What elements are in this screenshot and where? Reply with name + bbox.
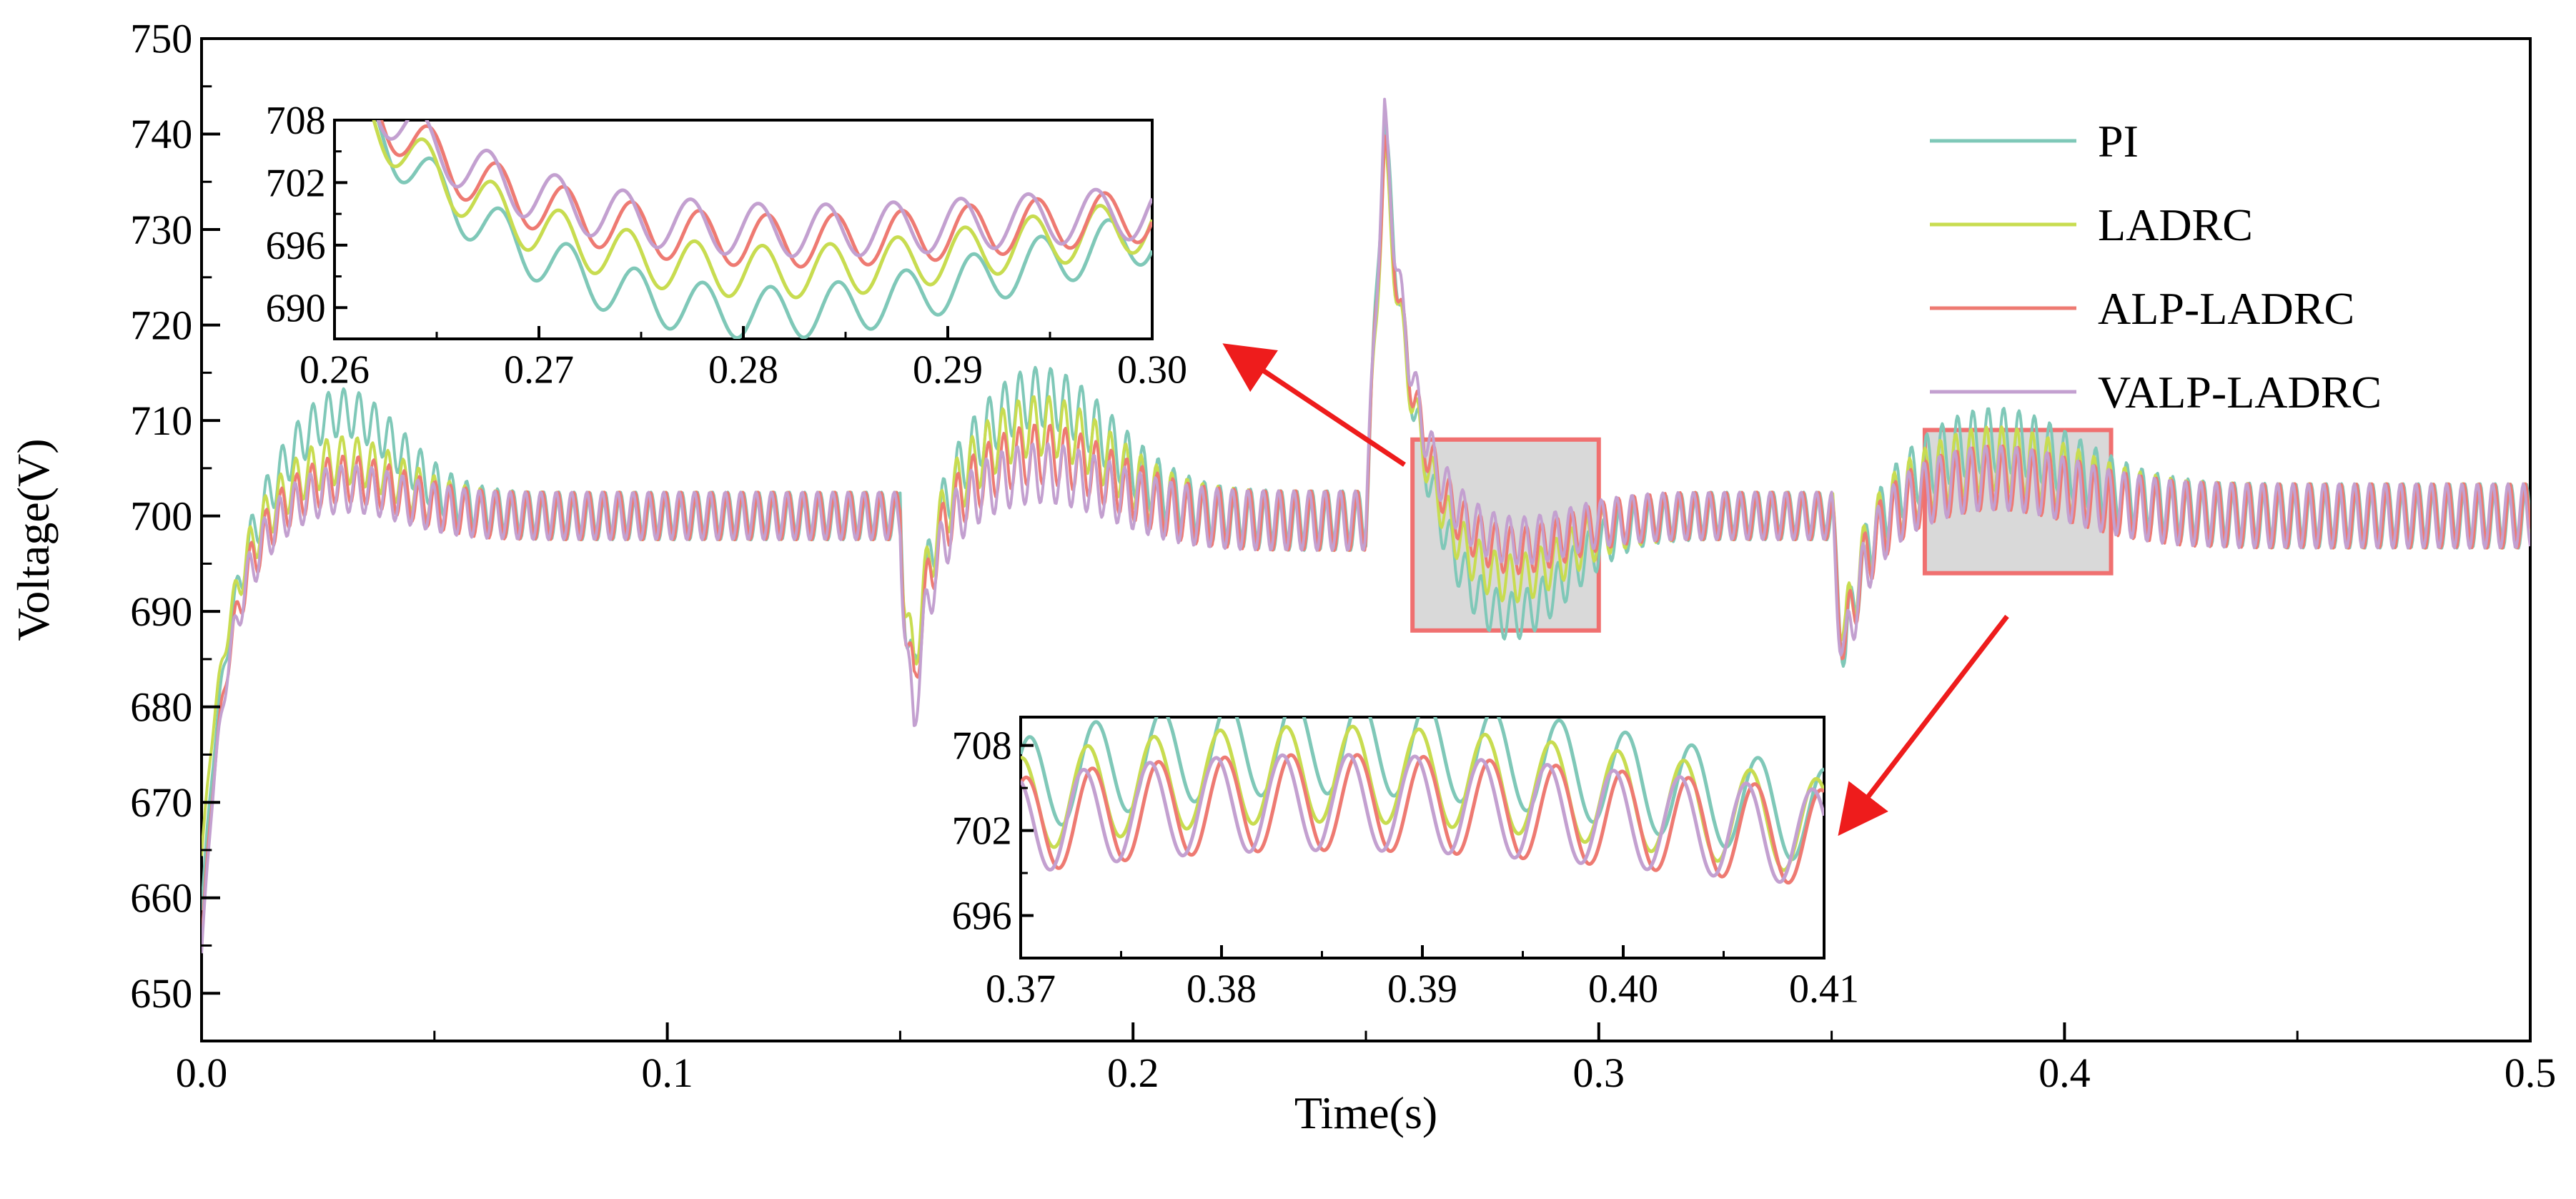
legend-label-valp-ladrc: VALP-LADRC <box>2098 367 2382 418</box>
inset-2-series-ladrc <box>1021 724 1824 872</box>
inset-1-axes: 0.26 0.27 0.28 0.29 0.30 708 702 696 690 <box>266 99 1187 393</box>
main-x-tick-label: 0.3 <box>1573 1050 1625 1096</box>
inset-1-y-tick-label: 690 <box>266 286 326 330</box>
inset-1-y-tick-label: 696 <box>266 224 326 268</box>
inset-2-x-tick-label: 0.41 <box>1789 967 1859 1012</box>
main-x-tick-label: 0.5 <box>2505 1050 2557 1096</box>
inset-1-y-tick-label: 702 <box>266 161 326 205</box>
main-y-tick-label: 730 <box>130 207 192 253</box>
inset-2-series-pi <box>1021 717 1824 862</box>
inset-2-x-tick-label: 0.37 <box>986 967 1056 1012</box>
main-y-tick-label: 680 <box>130 684 192 730</box>
inset-2-x-tick-label: 0.39 <box>1387 967 1457 1012</box>
inset-frame-2 <box>1019 716 1826 959</box>
inset-2-x-tick-label: 0.38 <box>1187 967 1257 1012</box>
inset-1-series-ladrc <box>372 120 1152 300</box>
main-axes: 0.0 0.1 0.2 0.3 0.4 0.5 650 660 670 680 690 700 710 7… <box>130 16 2556 1096</box>
inset-2-y-tick-label: 696 <box>952 894 1012 939</box>
zoom-arrow-1 <box>1222 343 1406 467</box>
inset-1-series-valp-ladrc <box>376 120 1152 258</box>
main-y-tick-label: 670 <box>130 779 192 826</box>
main-series-valp-ladrc <box>202 97 2530 954</box>
legend: PI LADRC ALP-LADRC VALP-LADRC <box>1930 116 2382 418</box>
main-y-tick-label: 740 <box>130 111 192 157</box>
inset-1-series <box>372 120 1152 339</box>
inset-2-y-tick-label: 708 <box>952 724 1012 769</box>
inset-2-series <box>1021 717 1824 885</box>
main-series <box>202 97 2530 954</box>
main-y-tick-label: 690 <box>130 588 192 635</box>
inset-frame-1 <box>333 119 1154 340</box>
x-axis-title: Time(s) <box>1294 1087 1437 1138</box>
y-axis-title: Voltage(V) <box>8 438 59 641</box>
inset-1-x-tick-label: 0.28 <box>708 348 778 393</box>
inset-1-series-alp-ladrc <box>380 120 1152 269</box>
legend-label-pi: PI <box>2098 116 2139 167</box>
main-y-tick-label: 720 <box>130 302 192 348</box>
zoom-arrow-2 <box>1838 614 2009 837</box>
main-y-tick-label: 660 <box>130 874 192 921</box>
main-x-tick-label: 0.4 <box>2038 1050 2091 1096</box>
inset-1-x-tick-label: 0.29 <box>913 348 983 393</box>
main-x-tick-label: 0.0 <box>176 1050 228 1096</box>
main-y-tick-label: 650 <box>130 970 192 1017</box>
legend-label-alp-ladrc: ALP-LADRC <box>2098 283 2354 334</box>
main-y-tick-label: 700 <box>130 493 192 539</box>
inset-1-x-tick-label: 0.27 <box>504 348 574 393</box>
inset-1-x-tick-label: 0.26 <box>299 348 370 393</box>
main-x-tick-label: 0.1 <box>641 1050 693 1096</box>
legend-label-ladrc: LADRC <box>2098 199 2253 250</box>
inset-1-x-tick-label: 0.30 <box>1117 348 1187 393</box>
main-x-tick-label: 0.2 <box>1107 1050 1159 1096</box>
main-y-tick-label: 750 <box>130 16 192 62</box>
inset-1-y-tick-label: 708 <box>266 99 326 143</box>
inset-2-axes: 0.37 0.38 0.39 0.40 0.41 708 702 696 <box>952 724 1859 1012</box>
inset-2-x-tick-label: 0.40 <box>1588 967 1658 1012</box>
inset-2-series-valp-ladrc <box>1021 753 1824 884</box>
main-y-tick-label: 710 <box>130 398 192 444</box>
inset-2-y-tick-label: 702 <box>952 809 1012 854</box>
